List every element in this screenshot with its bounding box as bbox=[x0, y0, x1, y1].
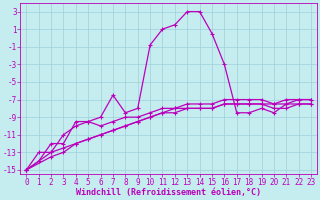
X-axis label: Windchill (Refroidissement éolien,°C): Windchill (Refroidissement éolien,°C) bbox=[76, 188, 261, 197]
